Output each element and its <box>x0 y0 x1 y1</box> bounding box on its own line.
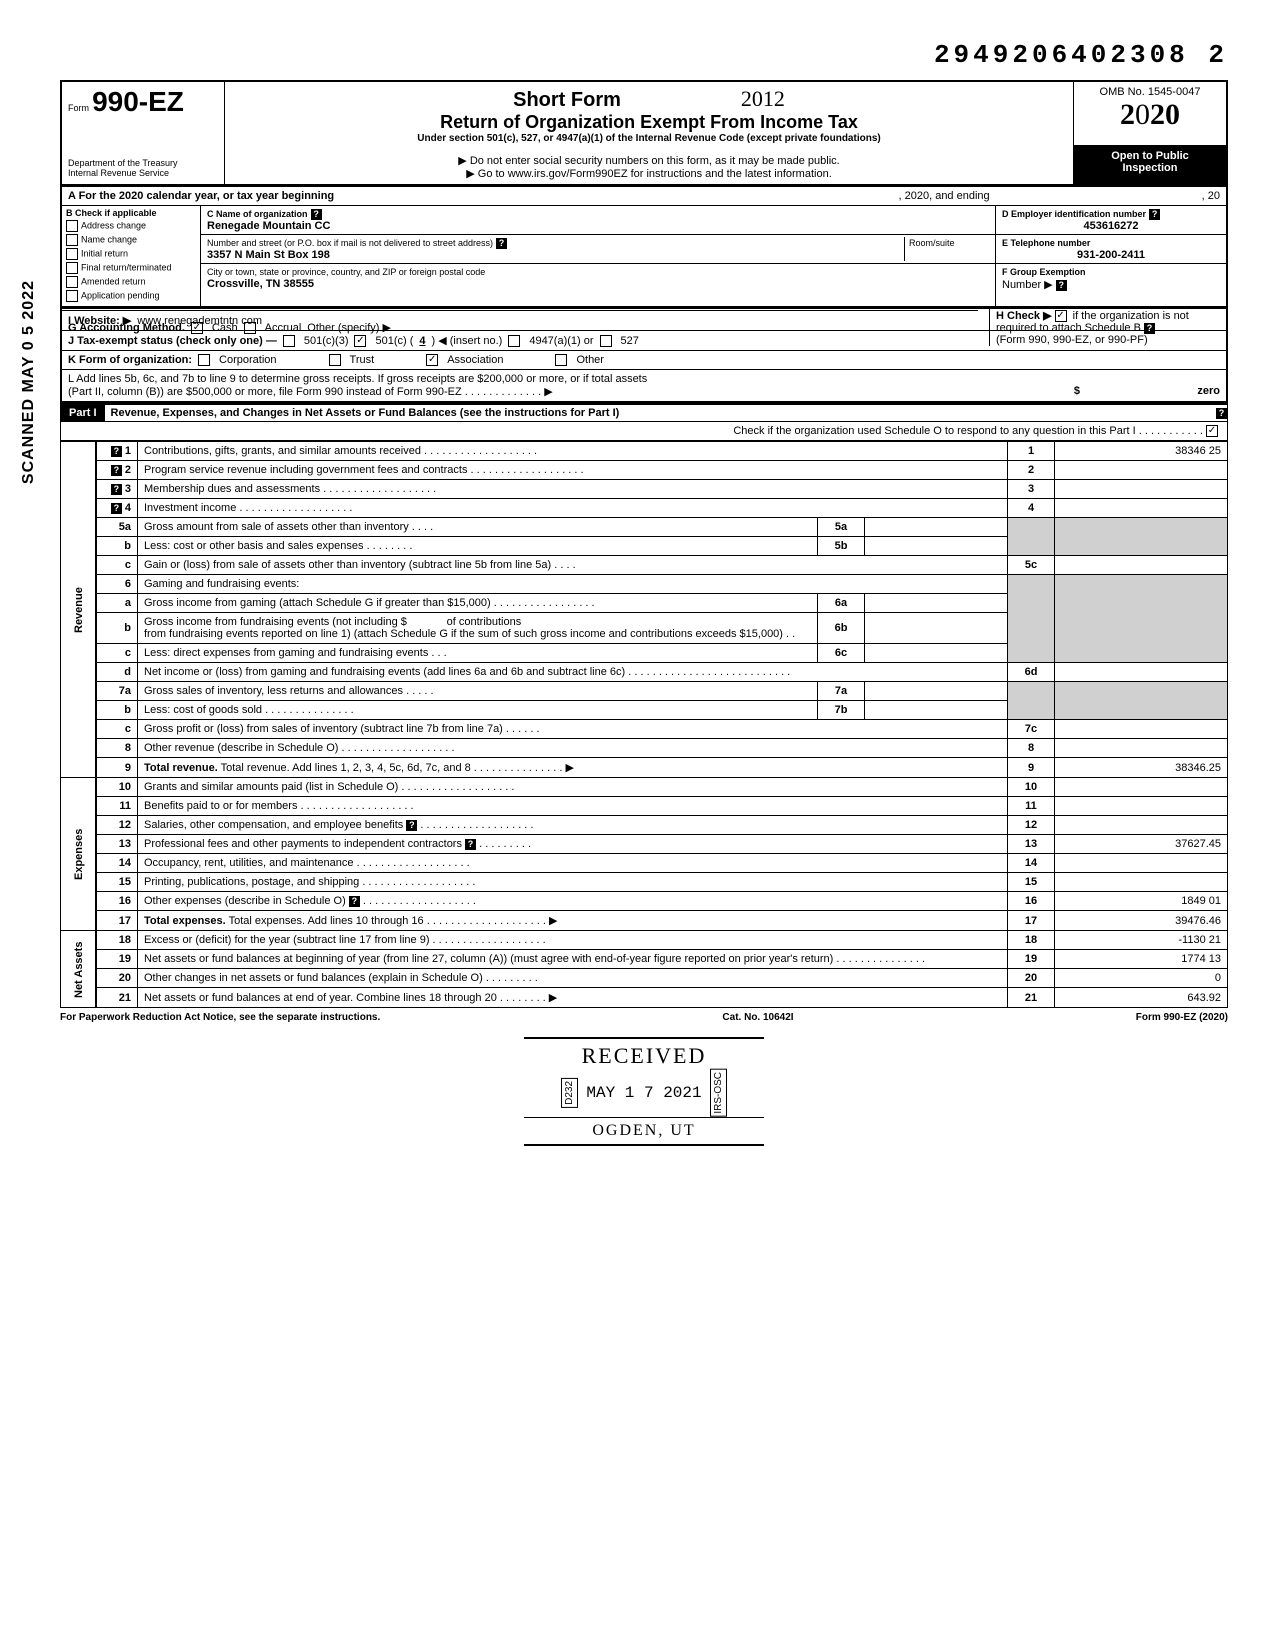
subtitle: Under section 501(c), 527, or 4947(a)(1)… <box>231 133 1067 144</box>
help-icon: ? <box>311 209 322 220</box>
form-prefix: Form <box>68 103 89 113</box>
open-public-2: Inspection <box>1080 162 1220 174</box>
header-number: 2949206402308 2 <box>60 40 1228 70</box>
open-public-1: Open to Public <box>1080 150 1220 162</box>
main-lines-table: Revenue ? 1 Contributions, gifts, grants… <box>60 441 1228 1008</box>
line-13-value: 37627.45 <box>1055 835 1228 854</box>
tax-year: 2020 <box>1080 98 1220 132</box>
footer: For Paperwork Reduction Act Notice, see … <box>60 1008 1228 1027</box>
line-9-value: 38346.25 <box>1055 758 1228 778</box>
section-b: B Check if applicable Address change Nam… <box>62 206 201 306</box>
h-checkbox[interactable] <box>1055 310 1067 322</box>
line-18-value: -1130 21 <box>1055 931 1228 950</box>
stamp-date: MAY 1 7 2021 <box>586 1084 701 1102</box>
section-c: C Name of organization ? Renegade Mounta… <box>201 206 996 306</box>
schedule-o-checkbox[interactable] <box>1206 425 1218 437</box>
d232-stamp: D232 <box>561 1078 578 1108</box>
phone: 931-200-2411 <box>1002 249 1220 261</box>
row-a-label: A For the 2020 calendar year, or tax yea… <box>68 190 334 202</box>
handwritten-year: 2012 <box>741 86 785 112</box>
ogden-stamp: OGDEN, UT <box>524 1117 764 1146</box>
gross-receipts: zero <box>1080 385 1220 398</box>
return-title: Return of Organization Exempt From Incom… <box>231 112 1067 133</box>
part1-check-text: Check if the organization used Schedule … <box>733 425 1203 437</box>
dept-treasury: Department of the Treasury <box>68 158 218 168</box>
expenses-label: Expenses <box>61 778 97 931</box>
form-header-table: Form 990-EZ Department of the Treasury I… <box>60 80 1228 186</box>
line-17-value: 39476.46 <box>1055 911 1228 931</box>
dept-irs: Internal Revenue Service <box>68 168 218 178</box>
scanned-stamp: SCANNED MAY 0 5 2022 <box>20 280 38 484</box>
line-1-value: 38346 25 <box>1055 442 1228 461</box>
org-name: Renegade Mountain CC <box>207 220 330 232</box>
section-def: D Employer identification number ? 45361… <box>996 206 1226 306</box>
row-a-mid: , 2020, and ending <box>899 190 990 202</box>
warn-goto: ▶ Go to www.irs.gov/Form990EZ for instru… <box>231 167 1067 180</box>
form-number: 990-EZ <box>92 86 184 117</box>
irs-osc-stamp: IRS-OSC <box>710 1069 727 1117</box>
line-21-value: 643.92 <box>1055 988 1228 1008</box>
line-20-value: 0 <box>1055 969 1228 988</box>
org-address: 3357 N Main St Box 198 <box>207 249 330 261</box>
netassets-label: Net Assets <box>61 931 97 1008</box>
org-city: Crossville, TN 38555 <box>207 278 314 290</box>
warn-ssn: ▶ Do not enter social security numbers o… <box>231 154 1067 167</box>
omb-number: OMB No. 1545-0047 <box>1080 86 1220 98</box>
ein: 453616272 <box>1002 220 1220 232</box>
short-form-label: Short Form <box>513 89 621 112</box>
line-19-value: 1774 13 <box>1055 950 1228 969</box>
row-a-end: , 20 <box>1202 190 1220 202</box>
part-1-header: Part I Revenue, Expenses, and Changes in… <box>60 403 1228 422</box>
received-stamp: RECEIVED D232 MAY 1 7 2021 IRS-OSC OGDEN… <box>524 1037 764 1146</box>
i-label: I Website: ▶ <box>68 314 131 327</box>
revenue-label: Revenue <box>61 442 97 778</box>
line-16-value: 1849 01 <box>1055 892 1228 911</box>
website: www renegademtntn com <box>137 315 262 327</box>
